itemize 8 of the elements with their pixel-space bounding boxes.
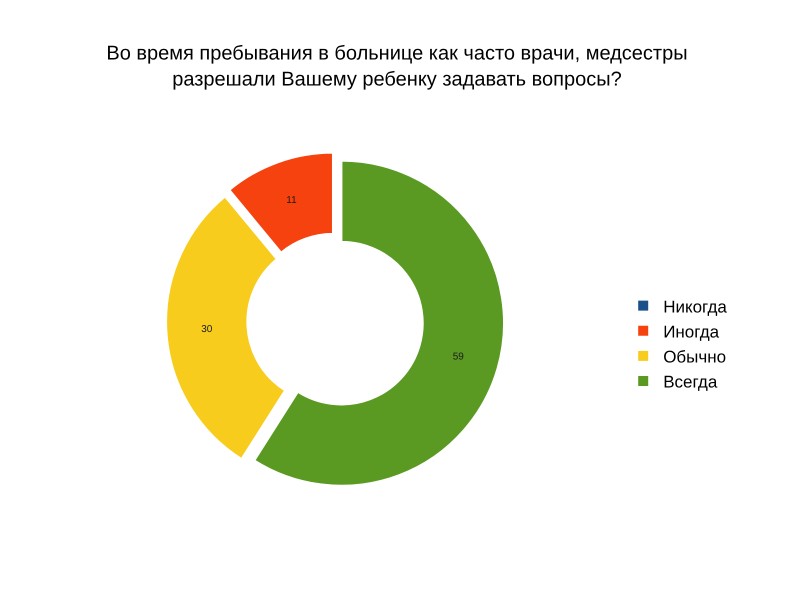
legend-label: Иногда (663, 322, 720, 342)
data-label: 30 (201, 324, 213, 335)
data-label: 11 (286, 194, 298, 206)
data-label: 59 (452, 352, 464, 363)
legend-label: Всегда (663, 372, 718, 392)
legend-label: Обычно (663, 347, 726, 366)
legend-label: Никогда (663, 297, 728, 316)
chart-title: Во время пребывания в больнице как часто врачи, медсестры разрешали Вашему ребенку задавать вопросы? (106, 42, 688, 90)
